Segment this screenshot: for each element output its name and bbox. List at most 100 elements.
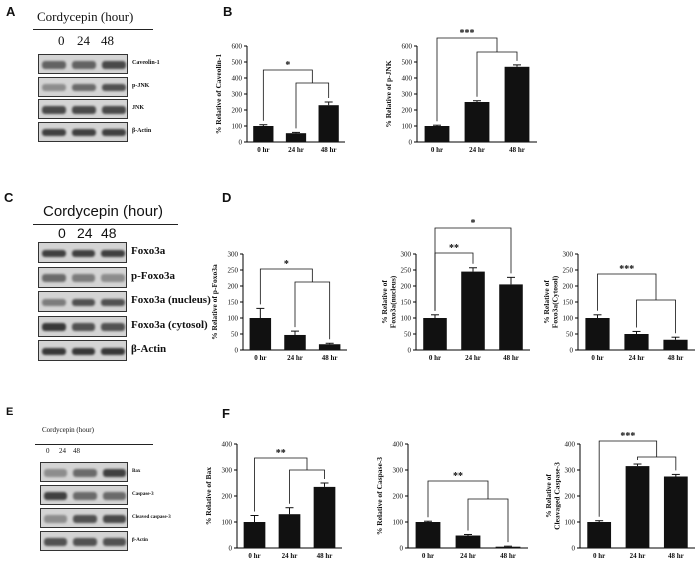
y-tick-label: 100 — [563, 315, 574, 323]
blot-header: Cordycepin (hour) — [43, 203, 164, 220]
y-tick-label: 0 — [239, 139, 243, 147]
significance-label: *** — [619, 264, 634, 275]
y-tick-label: 200 — [402, 107, 413, 115]
lane-label-0: 0 — [58, 225, 66, 241]
significance-bracket-inner — [636, 299, 676, 334]
y-tick-label: 100 — [565, 519, 576, 527]
y-axis-label: % Relative of p-JNK — [384, 60, 393, 127]
bar — [318, 105, 339, 142]
blot-header: Cordycepin (hour) — [37, 9, 134, 24]
panel-label-a: A — [6, 4, 16, 19]
blot-strip-label: p-JNK — [132, 82, 150, 89]
significance-label: ** — [276, 448, 286, 459]
y-tick-label: 50 — [566, 331, 574, 339]
significance-bracket-outer — [259, 268, 313, 305]
panel-label-e: E — [6, 406, 14, 418]
blot-band — [72, 61, 96, 69]
y-tick-label: 250 — [563, 267, 574, 275]
blot-strip-label: JNK — [132, 105, 144, 112]
x-tick-label: 24 hr — [460, 552, 476, 560]
blot-strip — [38, 266, 127, 288]
blot-strip-label: Bax — [132, 468, 141, 474]
bar — [253, 126, 274, 142]
bar — [495, 546, 521, 548]
y-axis-label: % Relative ofFoxo3a(Cytosol) — [542, 275, 559, 328]
significance-bracket-outer — [597, 273, 657, 311]
x-tick-label: 0 hr — [593, 552, 605, 560]
blot-band — [71, 298, 96, 307]
blot-band — [42, 83, 66, 92]
x-tick-label: 0 hr — [257, 146, 269, 154]
lane-label-24: 24 — [77, 33, 90, 48]
blot-band — [71, 323, 96, 331]
bar — [415, 522, 441, 548]
y-tick-label: 400 — [402, 75, 413, 83]
significance-bracket-outer — [598, 440, 658, 517]
y-tick-label: 600 — [402, 43, 413, 51]
header-rule — [33, 29, 153, 30]
y-tick-label: 250 — [228, 267, 239, 275]
x-tick-label: 0 hr — [248, 552, 260, 560]
blot-band — [73, 538, 97, 546]
y-tick-label: 300 — [222, 467, 233, 475]
lane-label-24: 24 — [59, 447, 66, 455]
header-rule — [33, 224, 178, 225]
blot-strip-label: β-Actin — [132, 127, 152, 134]
significance-bracket — [434, 227, 512, 311]
bar — [464, 102, 490, 142]
x-tick-label: 48 hr — [503, 354, 519, 362]
x-tick-label: 48 hr — [322, 354, 338, 362]
bar — [318, 344, 341, 350]
blot-band — [41, 298, 66, 307]
panel-label-c: C — [4, 190, 14, 205]
blot-strip — [40, 462, 128, 482]
y-tick-label: 500 — [232, 59, 243, 67]
y-tick-label: 100 — [222, 519, 233, 527]
y-tick-label: 50 — [404, 331, 412, 339]
bar — [663, 339, 688, 350]
blot-band — [43, 515, 68, 523]
blot-band — [43, 538, 68, 546]
bar — [423, 318, 447, 350]
y-tick-label: 600 — [232, 43, 243, 51]
x-tick-label: 24 hr — [469, 146, 485, 154]
x-tick-label: 48 hr — [668, 552, 684, 560]
blot-band — [72, 106, 96, 114]
y-tick-label: 200 — [222, 493, 233, 501]
y-tick-label: 0 — [572, 545, 576, 553]
y-axis-label-line: % Relative of — [542, 280, 551, 324]
blot-strip — [38, 99, 128, 119]
y-tick-label: 150 — [228, 299, 239, 307]
x-tick-label: 24 hr — [282, 552, 298, 560]
y-tick-label: 0 — [408, 347, 412, 355]
significance-label: *** — [460, 28, 475, 39]
blot-band — [101, 298, 126, 307]
bar-chart-f3: 0 100 200 300 400 % Relative ofCleavaged Casp… — [544, 431, 695, 560]
blot-strip — [40, 531, 128, 551]
y-tick-label: 0 — [570, 347, 574, 355]
y-tick-label: 200 — [393, 493, 404, 501]
blot-strip-label: β-Actin — [132, 537, 148, 543]
bar — [461, 271, 485, 350]
x-tick-label: 0 hr — [254, 354, 266, 362]
lane-label-24: 24 — [77, 225, 93, 241]
bar-chart-b2: 0 100 200 300 400 500 600 % Relative of p-JNK 0 … — [384, 28, 537, 154]
significance-bracket-outer — [436, 37, 498, 122]
y-tick-label: 0 — [235, 347, 239, 355]
bar-chart-f2: 0 100 200 300 400 % Relative of Caspase-3 0 hr… — [375, 441, 528, 560]
x-tick-label: 24 hr — [288, 146, 304, 154]
y-axis-label-line: Foxo3a(nucleus) — [388, 275, 397, 328]
bar — [243, 522, 266, 548]
y-axis-label-line: Cleavaged Caspase-3 — [552, 462, 561, 530]
lane-label-48: 48 — [101, 225, 117, 241]
y-tick-label: 100 — [402, 123, 413, 131]
bar — [499, 284, 523, 350]
y-tick-label: 200 — [563, 283, 574, 291]
x-tick-label: 48 hr — [500, 552, 516, 560]
y-tick-label: 200 — [401, 283, 412, 291]
panel-label-b: B — [223, 4, 233, 19]
bar — [663, 476, 688, 548]
blot-band — [43, 469, 68, 477]
y-tick-label: 0 — [400, 545, 404, 553]
